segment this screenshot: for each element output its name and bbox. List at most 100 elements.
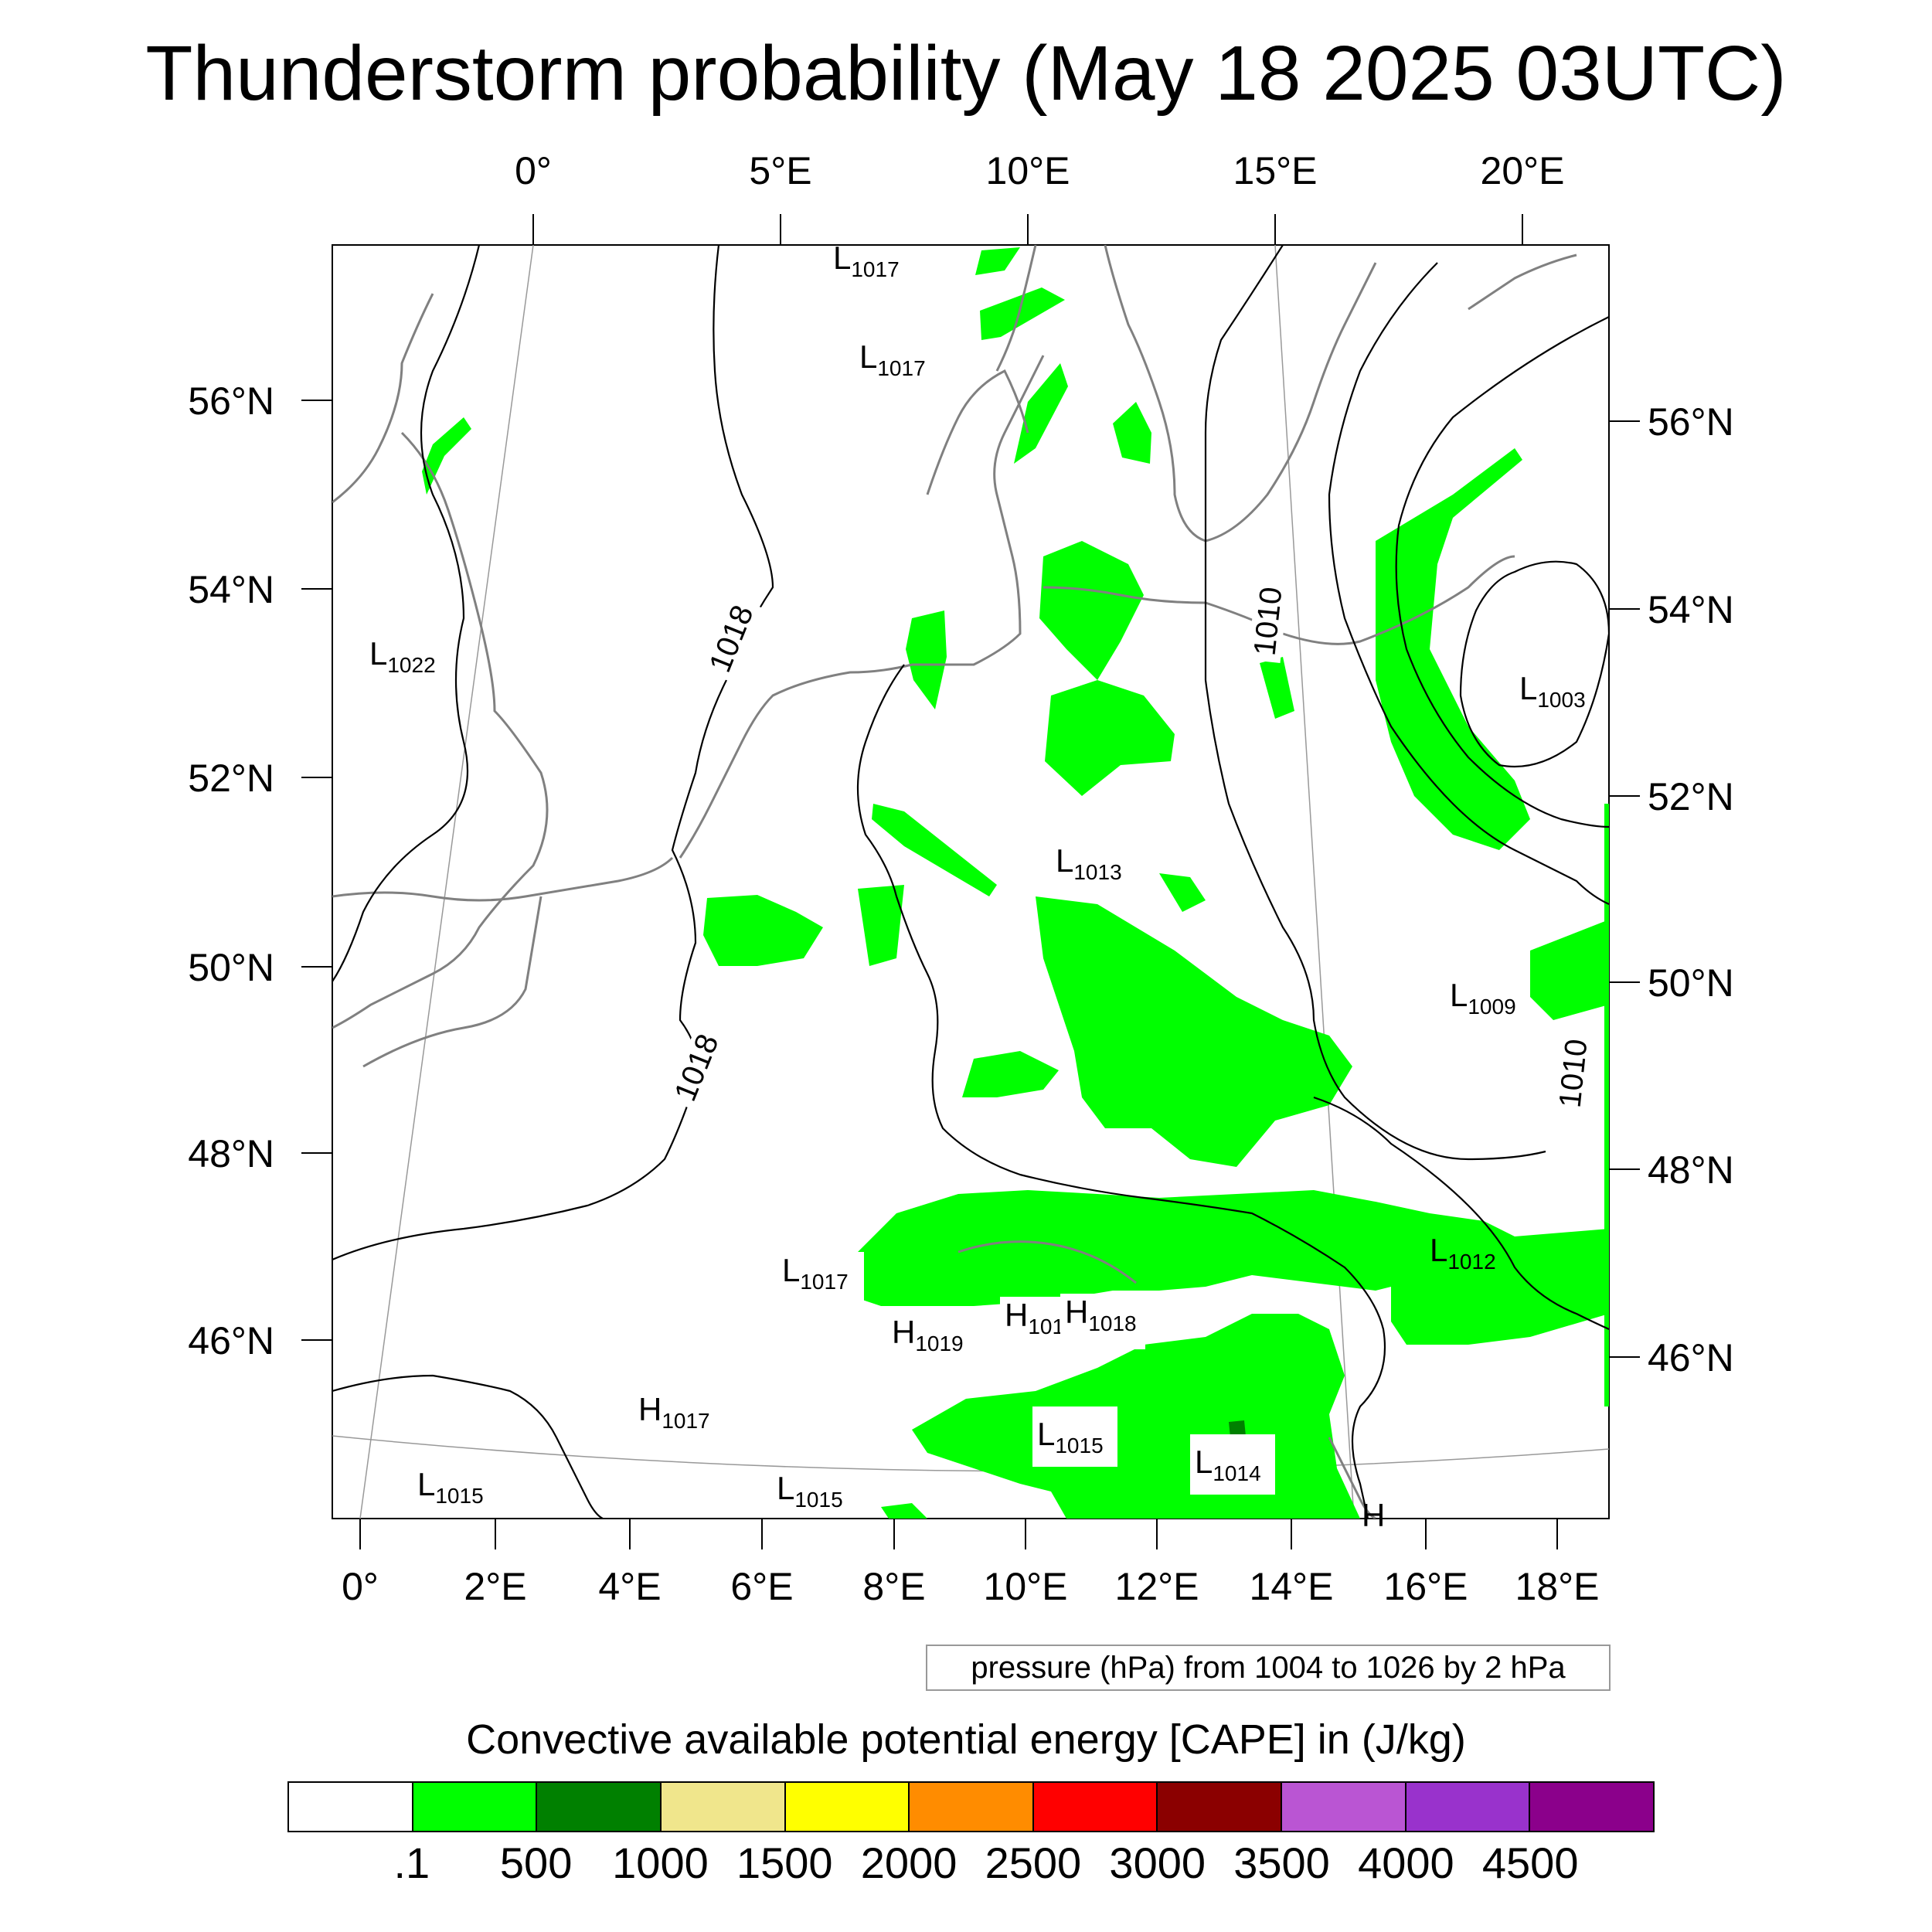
center-value: 1017	[800, 1270, 848, 1294]
top-longitude-labels: 0° 5°E 10°E 15°E 20°E	[515, 149, 1564, 192]
pressure-note: pressure (hPa) from 1004 to 1026 by 2 hP…	[926, 1645, 1611, 1691]
svg-text:H101: H101	[1005, 1297, 1064, 1338]
center-type: L	[833, 240, 851, 276]
isobar-1006	[1395, 316, 1609, 828]
pressure-center: L1017	[833, 240, 900, 281]
center-value: 1015	[1055, 1434, 1103, 1458]
isobar-germany	[856, 664, 1386, 1519]
cape-patch-germany-central	[1045, 680, 1175, 796]
svg-text:L1014: L1014	[1195, 1444, 1261, 1485]
colorbar-label: 1000	[612, 1838, 709, 1887]
coastlines	[332, 245, 1577, 1519]
cape-patch-mid-alps	[1229, 1420, 1246, 1437]
right-lat-label: 48°N	[1648, 1148, 1734, 1192]
colorbar-swatch	[785, 1783, 910, 1831]
colorbar-swatch	[289, 1783, 413, 1831]
colorbar-label: 3500	[1233, 1838, 1330, 1887]
cape-patch-poland-storm	[1376, 448, 1530, 850]
coast-germany-north	[912, 355, 1045, 666]
center-value: 1012	[1447, 1250, 1495, 1274]
center-type: L	[1195, 1444, 1213, 1480]
top-lon-label: 15°E	[1233, 149, 1318, 192]
center-type: H	[892, 1314, 915, 1350]
pressure-center: H	[1362, 1497, 1385, 1533]
pressure-center: L1017	[777, 1252, 864, 1308]
svg-text:L1009: L1009	[1450, 977, 1516, 1019]
coast-adriatic	[1328, 1437, 1376, 1519]
isobar-1018-west	[332, 245, 481, 982]
center-value: 1022	[387, 653, 435, 677]
cape-patch-south-germany	[1036, 896, 1352, 1167]
center-type: H	[1005, 1297, 1028, 1333]
center-value: 1015	[794, 1488, 842, 1512]
left-latitude-labels: 56°N 54°N 52°N 50°N 48°N 46°N	[188, 379, 274, 1362]
cape-patch-hungary	[1391, 1229, 1609, 1345]
center-type: L	[1450, 977, 1468, 1013]
bottom-longitude-labels: 0° 2°E 4°E 6°E 8°E 10°E 12°E 14°E 16°E 1…	[342, 1565, 1599, 1608]
pressure-center: L1012	[1430, 1232, 1496, 1274]
cape-patch-baltic-coast	[1260, 657, 1294, 719]
pressure-centers: L1017 L1017 L1022 L1003 L1013 L1009 L101…	[366, 240, 1586, 1533]
cape-patch-alps	[858, 1190, 1515, 1306]
pressure-center: H1019	[887, 1314, 972, 1369]
left-lat-label: 52°N	[188, 757, 274, 800]
colorbar-swatch	[1530, 1783, 1654, 1831]
cape-patch-belgium	[703, 895, 823, 966]
center-value: 1014	[1213, 1461, 1260, 1485]
colorbar-swatch	[661, 1783, 786, 1831]
cape-patch-ruhr	[906, 611, 947, 709]
isobar-south	[332, 1374, 604, 1519]
svg-text:L1015: L1015	[777, 1470, 843, 1512]
bottom-lon-label: 14°E	[1250, 1565, 1334, 1608]
right-lat-label: 52°N	[1648, 775, 1734, 818]
bottom-lon-label: 6°E	[730, 1565, 793, 1608]
cape-patch-rhine	[858, 885, 904, 966]
svg-text:L1017: L1017	[782, 1252, 849, 1294]
svg-text:H1018: H1018	[1065, 1294, 1137, 1335]
right-lat-label: 50°N	[1648, 961, 1734, 1005]
center-type: H	[1362, 1497, 1385, 1533]
cape-patch-adriatic	[881, 1503, 927, 1519]
pressure-center: L1009	[1450, 977, 1516, 1019]
isobar-1003-ring	[1459, 560, 1609, 768]
center-value: 1017	[877, 356, 925, 380]
colorbar-label: 2000	[860, 1838, 957, 1887]
cape-patch-sweden	[1113, 402, 1151, 464]
colorbar-swatch	[1033, 1783, 1158, 1831]
cape-patch-scandinavia-2	[975, 247, 1020, 275]
center-type: H	[1065, 1294, 1088, 1330]
svg-text:H: H	[1362, 1497, 1385, 1533]
svg-text:L1015: L1015	[1037, 1416, 1104, 1458]
pressure-center: H101	[1000, 1297, 1064, 1352]
cape-patch-denmark	[1014, 363, 1068, 464]
pressure-center: L1022	[366, 635, 436, 685]
coast-norway	[995, 245, 1037, 372]
colorbar-label: 3000	[1109, 1838, 1206, 1887]
left-lat-label: 46°N	[188, 1319, 274, 1362]
svg-text:L1013: L1013	[1056, 842, 1122, 884]
top-lon-label: 5°E	[749, 149, 811, 192]
left-lat-label: 56°N	[188, 379, 274, 423]
coast-channel	[332, 856, 674, 902]
pressure-center: L1015	[417, 1466, 484, 1508]
bottom-lon-label: 10°E	[984, 1565, 1068, 1608]
isobar-label: 1010	[1248, 586, 1289, 658]
graticule	[332, 245, 1609, 1519]
center-type: L	[1519, 670, 1537, 706]
colorbar-label: 1500	[736, 1838, 833, 1887]
top-lon-label: 10°E	[986, 149, 1070, 192]
colorbar-label: 4000	[1358, 1838, 1454, 1887]
pressure-center: H1018	[1060, 1294, 1145, 1349]
parallel-45n	[332, 1435, 1609, 1472]
colorbar-swatch	[1282, 1783, 1406, 1831]
cape-patch-swabia	[962, 1051, 1059, 1097]
svg-text:L1015: L1015	[417, 1466, 484, 1508]
svg-text:L1017: L1017	[833, 240, 900, 281]
cape-patch-east-edge	[1604, 804, 1609, 1406]
top-lon-label: 0°	[515, 149, 552, 192]
center-type: L	[369, 635, 387, 672]
svg-text:H1017: H1017	[638, 1391, 710, 1433]
pressure-center: L1015	[777, 1470, 843, 1512]
tick-marks	[301, 214, 1640, 1549]
top-lon-label: 20°E	[1481, 149, 1565, 192]
